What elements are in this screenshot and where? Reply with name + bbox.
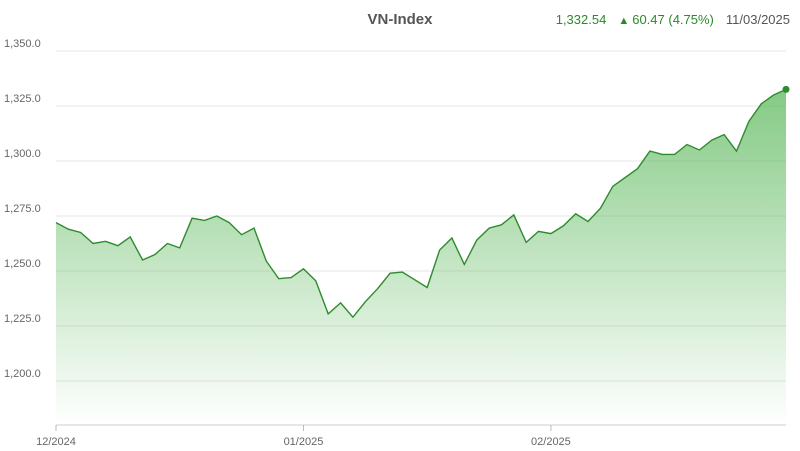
chart-title: VN-Index xyxy=(367,11,433,28)
y-tick-label: 1,350.0 xyxy=(4,38,41,50)
last-point-marker xyxy=(782,85,790,93)
up-arrow-icon: ▲ xyxy=(618,15,630,27)
y-tick-label: 1,250.0 xyxy=(4,258,41,270)
quote-date: 11/03/2025 xyxy=(725,12,790,27)
x-tick-label: 12/2024 xyxy=(36,436,76,448)
quote-summary: 1,332.54 ▲ 60.47 (4.75%) 11/03/2025 xyxy=(556,12,790,27)
y-tick-label: 1,200.0 xyxy=(4,368,41,380)
data-points xyxy=(782,85,790,93)
y-axis: 1,200.0 1,225.0 1,250.0 1,275.0 1,300.0 1,325… xyxy=(4,38,41,380)
area-fill xyxy=(56,89,786,426)
y-tick-label: 1,325.0 xyxy=(4,93,41,105)
x-axis: 12/2024 01/2025 02/2025 xyxy=(36,424,786,448)
x-tick-label: 02/2025 xyxy=(531,436,571,448)
current-price: 1,332.54 xyxy=(555,12,607,27)
chart-header: VN-Index 1,332.54 ▲ 60.47 (4.75%) 11/03/202… xyxy=(0,0,800,40)
series-line xyxy=(55,88,787,319)
y-tick-label: 1,225.0 xyxy=(4,313,41,325)
price-change: 60.47 (4.75%) xyxy=(632,12,714,27)
x-tick-label: 01/2025 xyxy=(284,436,324,448)
y-tick-label: 1,275.0 xyxy=(4,203,41,215)
y-tick-label: 1,300.0 xyxy=(4,148,41,160)
